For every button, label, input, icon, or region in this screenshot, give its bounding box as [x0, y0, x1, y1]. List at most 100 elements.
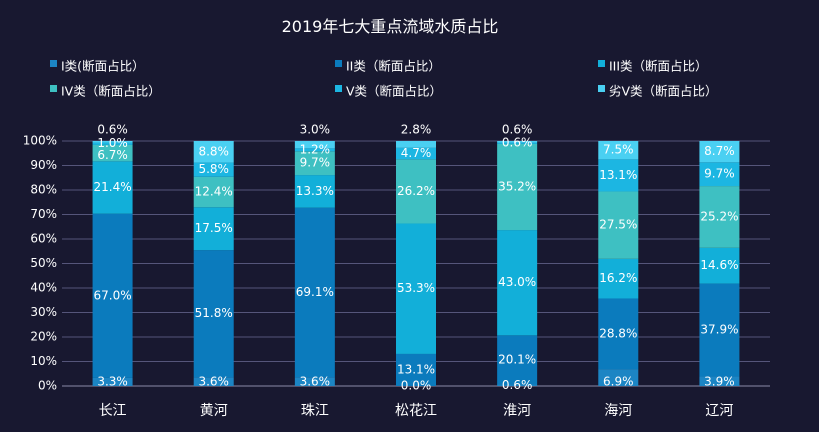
data-label-珠江-3: 13.3% — [296, 184, 334, 198]
data-label-珠江-4: 9.7% — [300, 156, 331, 170]
data-label-辽河-3: 14.6% — [700, 258, 738, 272]
data-label-珠江-6: 3.0% — [300, 123, 331, 137]
bar-segment-珠江-1 — [294, 377, 335, 386]
data-label-黄河-4: 12.4% — [195, 185, 233, 199]
data-label-松花江-6: 2.8% — [401, 123, 432, 137]
x-tick-label: 海河 — [604, 403, 632, 419]
data-label-珠江-1: 3.6% — [300, 375, 331, 389]
bar-segment-淮河-6 — [497, 141, 538, 143]
x-tick-label: 辽河 — [705, 403, 733, 419]
data-label-海河-2: 28.8% — [599, 326, 637, 340]
data-label-辽河-6: 8.7% — [704, 144, 735, 158]
y-tick-label: 20% — [30, 330, 57, 344]
bar-segment-淮河-2 — [497, 335, 538, 385]
bar-segment-海河-4 — [598, 191, 639, 259]
legend-swatch-4 — [50, 85, 57, 92]
bar-segment-海河-1 — [598, 369, 639, 386]
data-label-黄河-5: 5.8% — [198, 162, 229, 176]
y-tick-label: 90% — [30, 158, 57, 172]
bar-segment-黄河-1 — [193, 377, 234, 386]
data-label-长江-3: 21.4% — [94, 180, 132, 194]
bar-segment-长江-2 — [92, 213, 133, 378]
y-tick-label: 60% — [30, 232, 57, 246]
data-label-松花江-4: 26.2% — [397, 184, 435, 198]
bar-segment-辽河-3 — [699, 247, 740, 284]
bar-segment-黄河-3 — [193, 207, 234, 251]
legend: I类(断面占比） II类（断面占比） III类（断面占比） IV类（断面占比） V类（断… — [50, 59, 718, 99]
legend-label-5: V类（断面占比） — [346, 84, 442, 99]
bar-segment-珠江-6 — [294, 141, 335, 149]
data-label-珠江-5: 1.2% — [300, 142, 331, 156]
bar-segment-珠江-3 — [294, 175, 335, 208]
legend-label-3: III类（断面占比） — [609, 59, 708, 74]
bar-segment-淮河-4 — [497, 143, 538, 231]
bar-segment-长江-4 — [92, 144, 133, 162]
data-label-黄河-2: 51.8% — [195, 306, 233, 320]
bar-segment-辽河-5 — [699, 162, 740, 187]
bar-segment-长江-1 — [92, 377, 133, 386]
y-tick-label: 30% — [30, 305, 57, 319]
x-tick-label: 淮河 — [503, 403, 531, 419]
data-label-黄河-6: 8.8% — [198, 144, 229, 158]
data-label-海河-1: 6.9% — [603, 375, 634, 389]
data-label-辽河-1: 3.9% — [704, 375, 735, 389]
data-label-淮河-3: 43.0% — [498, 275, 536, 289]
data-label-海河-6: 7.5% — [603, 143, 634, 157]
bar-segment-黄河-2 — [193, 250, 234, 378]
x-tick-label: 长江 — [99, 403, 127, 419]
data-label-长江-2: 67.0% — [94, 288, 132, 302]
legend-label-2: II类（断面占比） — [346, 59, 441, 74]
y-tick-label: 0% — [38, 379, 57, 393]
y-tick-label: 80% — [30, 183, 57, 197]
data-label-海河-3: 16.2% — [599, 271, 637, 285]
bar-segment-辽河-4 — [699, 186, 740, 248]
legend-label-4: IV类（断面占比） — [61, 84, 161, 99]
bar-segment-黄河-5 — [193, 162, 234, 177]
bar-segment-松花江-6 — [396, 141, 436, 148]
data-label-辽河-2: 37.9% — [700, 323, 738, 337]
data-label-长江-4: 6.7% — [97, 148, 128, 162]
data-label-松花江-2: 13.1% — [397, 362, 435, 376]
bars — [92, 141, 740, 386]
data-label-淮河-4: 35.2% — [498, 180, 536, 194]
y-tick-label: 100% — [23, 134, 57, 148]
legend-swatch-2 — [335, 60, 342, 67]
bar-segment-辽河-2 — [699, 283, 740, 377]
data-label-淮河-1: 0.6% — [502, 378, 533, 392]
bar-segment-淮河-3 — [497, 230, 538, 336]
bar-segment-珠江-2 — [294, 207, 335, 378]
bar-segment-长江-3 — [92, 161, 133, 214]
bar-segment-松花江-2 — [396, 353, 436, 386]
bar-segment-珠江-4 — [294, 151, 335, 176]
data-label-海河-4: 27.5% — [599, 218, 637, 232]
bar-segment-辽河-6 — [699, 141, 740, 163]
data-label-淮河-5: 0.6% — [502, 136, 533, 150]
data-label-辽河-4: 25.2% — [700, 209, 738, 223]
data-label-松花江-5: 4.7% — [401, 146, 432, 160]
data-label-长江-1: 3.3% — [97, 375, 128, 389]
data-label-长江-5: 1.0% — [97, 136, 128, 150]
data-label-辽河-5: 9.7% — [704, 167, 735, 181]
bar-segment-松花江-5 — [396, 147, 436, 160]
data-label-海河-5: 13.1% — [599, 168, 637, 182]
bar-segment-松花江-4 — [396, 159, 436, 224]
x-axis: 长江 黄河 珠江 松花江 淮河 海河 辽河 — [99, 402, 734, 419]
y-tick-label: 40% — [30, 281, 57, 295]
data-label-珠江-2: 69.1% — [296, 285, 334, 299]
legend-swatch-5 — [335, 85, 342, 92]
bar-segment-海河-2 — [598, 298, 639, 370]
legend-swatch-6 — [598, 85, 605, 92]
y-tick-label: 70% — [30, 207, 57, 221]
data-label-黄河-3: 17.5% — [195, 221, 233, 235]
y-axis: 0% 10% 20% 30% 40% 50% 60% 70% 80% 90% 100% — [23, 134, 57, 393]
bar-segment-淮河-5 — [497, 142, 538, 144]
legend-label-1: I类(断面占比） — [61, 59, 145, 74]
legend-swatch-3 — [598, 60, 605, 67]
chart-title: 2019年七大重点流域水质占比 — [282, 17, 499, 36]
data-label-松花江-1: 0.0% — [401, 379, 432, 393]
data-label-长江-6: 0.6% — [97, 123, 128, 137]
bar-segment-长江-6 — [92, 141, 133, 143]
bar-segment-海河-6 — [598, 141, 639, 160]
x-tick-label: 珠江 — [301, 403, 329, 419]
